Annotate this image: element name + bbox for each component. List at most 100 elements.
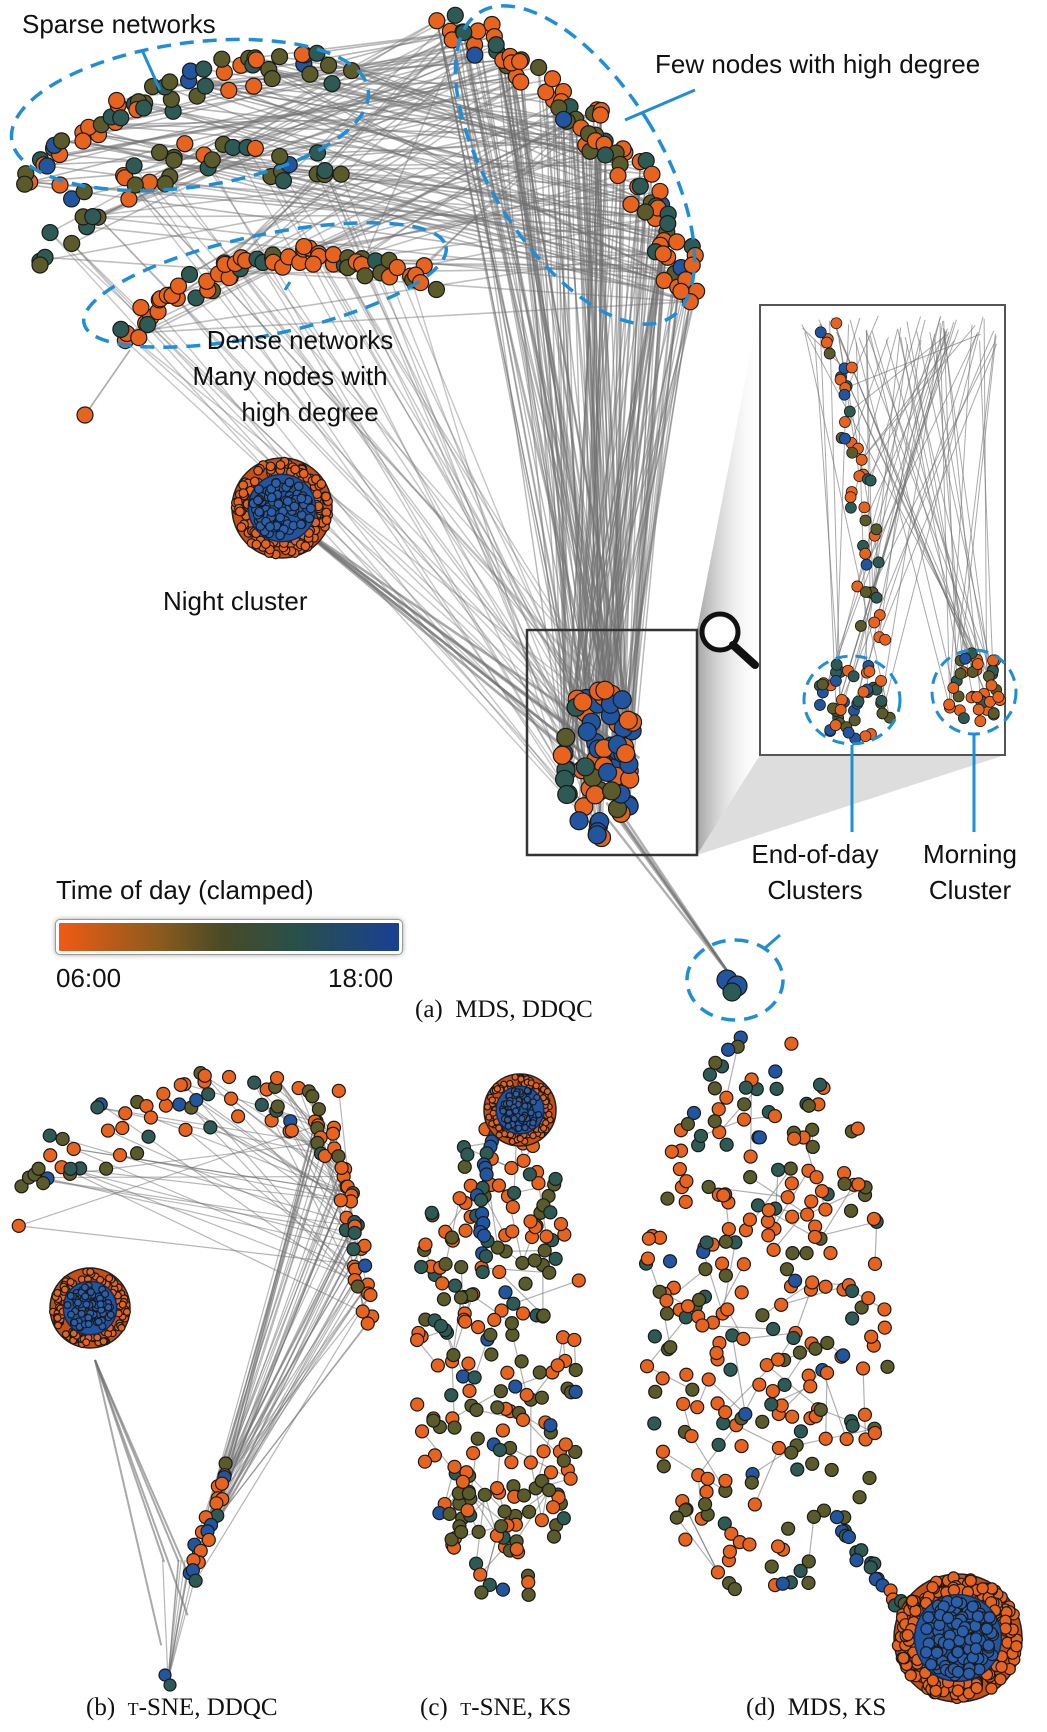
- label-dense-line2: Many nodes with: [192, 361, 388, 391]
- graph-node: [213, 50, 231, 68]
- graph-node: [718, 1268, 733, 1283]
- graph-node: [761, 1203, 776, 1218]
- graph-node: [141, 1129, 156, 1144]
- graph-node: [548, 1251, 563, 1266]
- inset-edge: [960, 335, 997, 661]
- graph-node: [718, 1405, 733, 1420]
- graph-node: [495, 1582, 511, 1597]
- inset-node: [859, 730, 872, 743]
- graph-node: [221, 1069, 237, 1085]
- graph-node: [150, 143, 169, 162]
- graph-node: [270, 48, 289, 66]
- graph-node: [567, 1332, 582, 1348]
- inset-node: [943, 698, 956, 711]
- graph-node: [427, 280, 446, 299]
- graph-node: [455, 1369, 471, 1384]
- graph-node: [801, 1098, 816, 1113]
- graph-node: [118, 1300, 127, 1309]
- graph-node: [112, 1148, 128, 1163]
- graph-node: [995, 1660, 1008, 1674]
- graph-node: [426, 1413, 441, 1428]
- graph-node: [647, 1329, 662, 1344]
- inset-node: [859, 514, 872, 527]
- graph-node: [129, 1146, 145, 1161]
- graph-node: [699, 1235, 714, 1250]
- graph-node: [679, 1174, 694, 1189]
- graph-node: [332, 165, 350, 183]
- graph-node: [473, 1193, 489, 1208]
- graph-edge: [123, 64, 508, 177]
- graph-node: [906, 1594, 919, 1608]
- graph-edge: [124, 109, 598, 342]
- graph-node: [976, 1582, 989, 1595]
- graph-node: [602, 781, 622, 801]
- graph-node: [156, 1086, 171, 1101]
- inset-node: [847, 670, 860, 683]
- graph-node: [455, 1474, 470, 1489]
- graph-node: [922, 1611, 935, 1624]
- graph-edge: [477, 30, 609, 773]
- graph-node: [901, 1628, 914, 1642]
- inset-node: [972, 703, 985, 716]
- graph-node: [761, 1228, 776, 1243]
- inset-node: [835, 693, 848, 706]
- graph-edge: [332, 254, 586, 713]
- graph-edge: [615, 152, 618, 767]
- graph-node: [324, 246, 342, 264]
- graph-node: [770, 1352, 786, 1367]
- graph-node: [722, 982, 742, 1002]
- graph-node: [850, 1121, 865, 1136]
- graph-node: [742, 1537, 757, 1552]
- magnifier-icon-handle: [729, 641, 759, 669]
- graph-edge: [71, 242, 603, 764]
- label-end-of-day-clusters: End-of-day Clusters: [730, 836, 900, 908]
- graph-node: [867, 1425, 883, 1441]
- graph-edge: [454, 15, 623, 700]
- graph-node: [655, 1371, 670, 1386]
- graph-node: [503, 1116, 512, 1124]
- graph-node: [770, 1539, 786, 1554]
- graph-edge: [518, 61, 585, 807]
- graph-edge: [253, 1082, 354, 1194]
- graph-node: [805, 1456, 820, 1471]
- caption-d: (d) MDS, KS: [746, 1694, 886, 1722]
- graph-node: [108, 91, 126, 110]
- graph-node: [490, 1400, 505, 1415]
- graph-node: [16, 175, 34, 193]
- graph-node: [265, 521, 275, 532]
- graph-edge: [628, 223, 669, 765]
- graph-node: [641, 1231, 656, 1246]
- graph-node: [532, 1082, 540, 1090]
- graph-node: [563, 1471, 578, 1486]
- graph-edges: [18, 14, 885, 1681]
- inset-node: [834, 704, 847, 716]
- graph-node: [506, 1079, 514, 1088]
- graph-node: [466, 46, 484, 64]
- graph-node: [880, 1359, 895, 1374]
- graph-node: [305, 1089, 320, 1104]
- graph-node: [727, 1581, 742, 1597]
- graph-node: [112, 320, 130, 338]
- graph-node: [708, 1055, 723, 1070]
- inset-node: [959, 652, 972, 665]
- inset-node: [854, 620, 867, 632]
- graph-node: [490, 1240, 505, 1255]
- graph-node: [461, 1486, 477, 1501]
- inset-node: [844, 491, 857, 504]
- graph-node: [311, 1102, 326, 1117]
- graph-node: [189, 1093, 204, 1108]
- graph-node: [473, 1567, 488, 1582]
- graph-node: [929, 1684, 942, 1697]
- graph-edge: [289, 518, 618, 765]
- graph-node: [568, 1444, 583, 1460]
- graph-node: [433, 1318, 449, 1334]
- graph-node: [664, 1144, 679, 1159]
- inset-node: [860, 558, 873, 571]
- graph-edge: [149, 181, 656, 220]
- graph-node: [515, 1255, 530, 1271]
- graph-node: [721, 1221, 736, 1237]
- graph-node: [969, 1632, 983, 1645]
- graph-node: [118, 1106, 133, 1121]
- graph-node: [693, 1128, 709, 1144]
- graph-node: [523, 1455, 538, 1470]
